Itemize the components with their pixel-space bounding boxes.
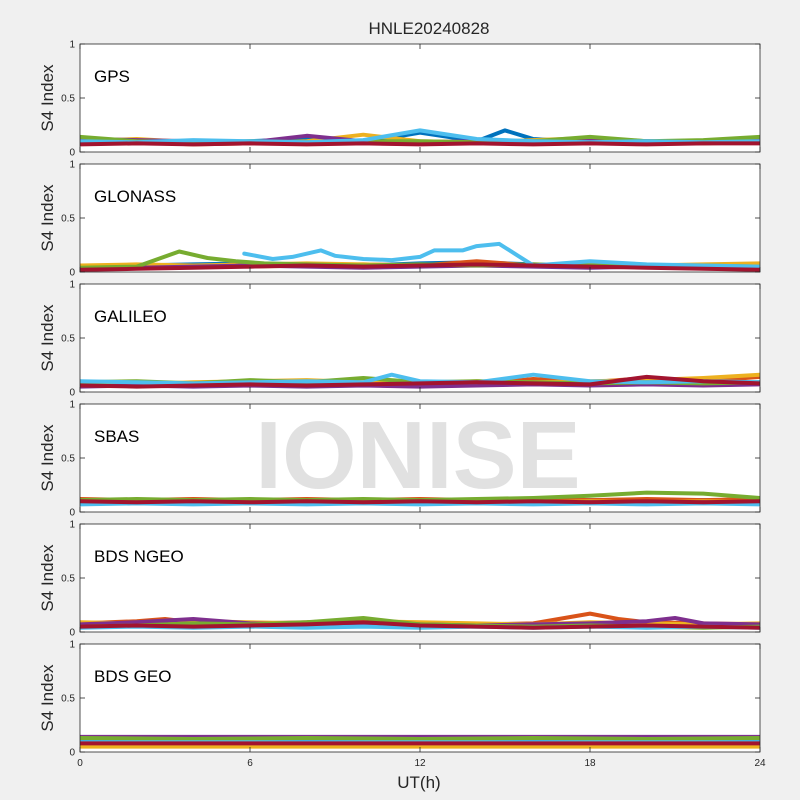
y-axis-label: S4 Index bbox=[38, 64, 57, 132]
y-tick-label: 0 bbox=[69, 148, 75, 159]
panel-name: BDS NGEO bbox=[94, 547, 184, 566]
panels: 0 0.5 1 S4 Index GPS 0 0.5 1 S4 Index GLONASS 0 0.5… bbox=[38, 40, 766, 770]
panel-name: GALILEO bbox=[94, 307, 167, 326]
y-tick-label: 0.5 bbox=[61, 454, 75, 465]
y-tick-label: 0.5 bbox=[61, 334, 75, 345]
x-tick-label: 6 bbox=[247, 758, 253, 769]
series-6 bbox=[80, 499, 760, 505]
series-6 bbox=[80, 262, 760, 272]
x-axis-label: UT(h) bbox=[397, 773, 440, 792]
y-tick-label: 1 bbox=[69, 400, 75, 411]
y-axis-label: S4 Index bbox=[38, 664, 57, 732]
series-5 bbox=[80, 501, 760, 507]
panel-series bbox=[80, 490, 760, 507]
panel-name: GPS bbox=[94, 67, 130, 86]
panel-0: 0 0.5 1 S4 Index GPS bbox=[38, 40, 761, 159]
panel-series bbox=[80, 372, 760, 389]
y-axis-label: S4 Index bbox=[38, 544, 57, 612]
y-tick-label: 1 bbox=[69, 40, 75, 51]
series-2 bbox=[80, 619, 760, 627]
chart-title: HNLE20240828 bbox=[369, 19, 490, 38]
panel-3: 0 0.5 1 S4 Index SBAS bbox=[38, 400, 761, 519]
y-tick-label: 1 bbox=[69, 160, 75, 171]
y-tick-label: 0.5 bbox=[61, 574, 75, 585]
panel-name: GLONASS bbox=[94, 187, 176, 206]
panel-series bbox=[80, 611, 760, 630]
panel-series bbox=[80, 734, 760, 749]
y-tick-label: 0 bbox=[69, 628, 75, 639]
y-tick-label: 0 bbox=[69, 748, 75, 759]
y-tick-label: 1 bbox=[69, 640, 75, 651]
panel-background bbox=[80, 44, 760, 152]
series-6 bbox=[80, 374, 760, 389]
series-6 bbox=[80, 141, 760, 147]
series-6 bbox=[80, 620, 760, 630]
y-axis-label: S4 Index bbox=[38, 184, 57, 252]
y-tick-label: 0 bbox=[69, 508, 75, 519]
y-tick-label: 0.5 bbox=[61, 214, 75, 225]
y-tick-label: 1 bbox=[69, 520, 75, 531]
panel-series bbox=[80, 241, 760, 272]
panel-1: 0 0.5 1 S4 Index GLONASS bbox=[38, 160, 761, 279]
y-tick-label: 1 bbox=[69, 280, 75, 291]
series-5 bbox=[242, 241, 760, 269]
y-axis-label: S4 Index bbox=[38, 424, 57, 492]
x-tick-label: 24 bbox=[754, 758, 766, 769]
y-axis-label: S4 Index bbox=[38, 304, 57, 372]
panel-4: 0 0.5 1 S4 Index BDS NGEO bbox=[38, 520, 761, 639]
panel-background bbox=[80, 644, 760, 752]
panel-2: 0 0.5 1 S4 Index GALILEO bbox=[38, 280, 761, 399]
panel-name: BDS GEO bbox=[94, 667, 171, 686]
panel-5: 0 0.5 1 S4 Index BDS GEO 0 6 12 18 24 bbox=[38, 640, 766, 770]
y-tick-label: 0 bbox=[69, 388, 75, 399]
x-tick-label: 18 bbox=[584, 758, 596, 769]
series-5 bbox=[80, 128, 760, 145]
y-tick-label: 0 bbox=[69, 268, 75, 279]
x-tick-label: 12 bbox=[414, 758, 426, 769]
x-tick-label: 0 bbox=[77, 758, 83, 769]
series-4 bbox=[80, 736, 760, 741]
y-tick-label: 0.5 bbox=[61, 694, 75, 705]
y-tick-label: 0.5 bbox=[61, 94, 75, 105]
watermark: IONISE bbox=[255, 402, 580, 509]
series-5 bbox=[80, 372, 760, 386]
panel-name: SBAS bbox=[94, 427, 139, 446]
panel-background bbox=[80, 284, 760, 392]
panel-background bbox=[80, 524, 760, 632]
panel-series bbox=[80, 128, 760, 147]
